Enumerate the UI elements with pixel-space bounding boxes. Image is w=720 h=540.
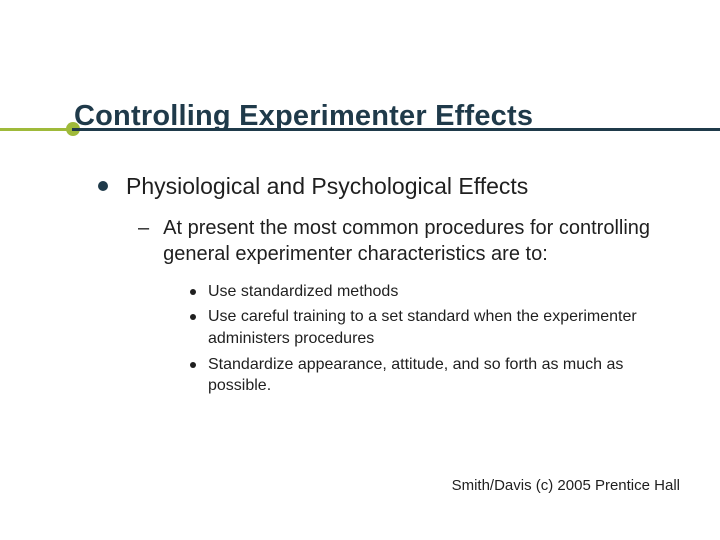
lvl3-text: Use careful training to a set standard w…: [208, 306, 670, 349]
footer-text: Smith/Davis (c) 2005 Prentice Hall: [452, 477, 680, 494]
bullet-icon: [190, 362, 196, 368]
list-item: Use careful training to a set standard w…: [190, 306, 670, 349]
lvl3-text: Use standardized methods: [208, 281, 398, 303]
lvl3-text: Standardize appearance, attitude, and so…: [208, 354, 670, 397]
list-item: – At present the most common procedures …: [138, 215, 670, 267]
bullet-icon: [98, 181, 108, 191]
list-item: Use standardized methods: [190, 281, 670, 303]
lvl2-text: At present the most common procedures fo…: [163, 215, 670, 267]
list-item: Standardize appearance, attitude, and so…: [190, 354, 670, 397]
title-underline: [0, 128, 720, 131]
slide-body: Physiological and Psychological Effects …: [98, 172, 670, 401]
bullet-icon: [190, 289, 196, 295]
slide: Controlling Experimenter Effects Physiol…: [0, 0, 720, 540]
lvl1-text: Physiological and Psychological Effects: [126, 172, 528, 201]
dash-icon: –: [138, 215, 149, 241]
bullet-icon: [190, 314, 196, 320]
list-item: Physiological and Psychological Effects: [98, 172, 670, 201]
